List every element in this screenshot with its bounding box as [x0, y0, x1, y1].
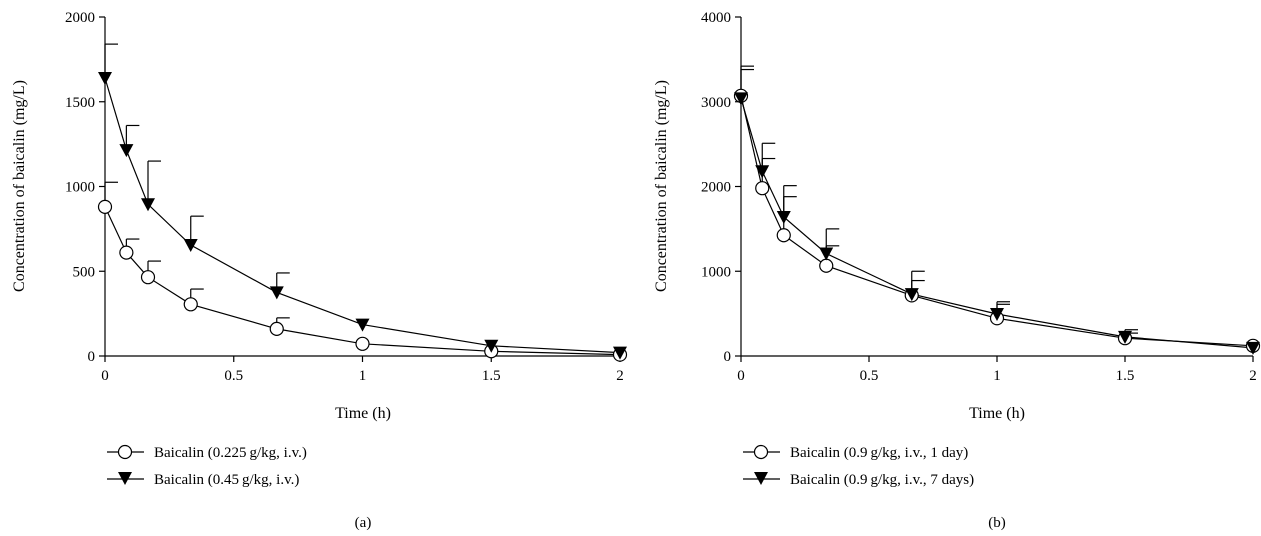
series-lines-b: [740, 95, 1254, 349]
series-line-b-0: [740, 95, 1254, 347]
data-point-a-s1-4: [269, 286, 284, 300]
chart-panel-a: 0 0.5 1 1.5 2 0 500 1000 1500 2000 Time (h) Conce…: [11, 10, 628, 531]
legend-marker-circle-a: [117, 444, 133, 460]
chart-panel-b: 0 0.5 1 1.5 2 0 1000 2000 3000 4000 Time (h) Conc…: [653, 10, 1261, 531]
y-axis-label-b: Concentration of baicalin (mg/L): [653, 80, 670, 292]
data-point-b-s0-1: [755, 181, 770, 196]
axes-a: 0 0.5 1 1.5 2 0 500 1000 1500 2000: [65, 10, 624, 384]
error-bars-a: [104, 43, 290, 329]
legend-a: Baicalin (0.225 g/kg, i.v.) Baicalin (0.…: [107, 444, 307, 488]
data-point-a-s0-2: [140, 270, 156, 285]
data-point-a-s0-5: [355, 336, 370, 351]
markers-b: [733, 88, 1261, 355]
data-point-b-s0-2: [776, 228, 791, 243]
series-line-a-0: [104, 206, 621, 356]
legend-entry-a-2: Baicalin (0.45 g/kg, i.v.): [154, 472, 299, 488]
axes-b: 0 0.5 1 1.5 2 0 1000 2000 3000 4000: [701, 10, 1257, 384]
y-tick-label-a-1: 500: [73, 264, 96, 280]
legend-marker-triangle-b: [754, 472, 768, 485]
y-tick-label-b-1: 1000: [701, 264, 731, 280]
x-tick-label-a-0: 0: [101, 368, 109, 384]
legend-entry-b-1: Baicalin (0.9 g/kg, i.v., 1 day): [790, 445, 968, 461]
series-line-a-1: [104, 77, 621, 354]
x-tick-label-b-0: 0: [737, 368, 745, 384]
error-bars-b: [740, 65, 1138, 339]
x-tick-label-a-4: 2: [616, 368, 624, 384]
data-point-b-s1-6: [1118, 330, 1132, 344]
data-point-a-s1-1: [119, 144, 134, 158]
panel-label-a: (a): [355, 515, 372, 531]
panel-label-b: (b): [988, 515, 1006, 531]
data-point-b-s1-5: [990, 308, 1004, 321]
y-tick-label-a-0: 0: [88, 349, 96, 365]
data-point-a-s1-0: [98, 72, 112, 85]
data-point-a-s1-5: [355, 318, 370, 332]
x-tick-label-a-3: 1.5: [482, 368, 501, 384]
data-point-a-s1-3: [183, 239, 198, 252]
x-axis-label-b: Time (h): [969, 405, 1025, 422]
data-point-a-s0-3: [183, 297, 198, 312]
legend-b: Baicalin (0.9 g/kg, i.v., 1 day) Baicali…: [743, 444, 974, 488]
data-point-a-s0-4: [269, 321, 284, 336]
data-point-a-s1-6: [484, 339, 499, 353]
legend-entry-b-2: Baicalin (0.9 g/kg, i.v., 7 days): [790, 472, 974, 488]
data-point-b-s1-1: [755, 165, 770, 179]
x-tick-label-b-2: 1: [993, 368, 1001, 384]
data-point-b-s0-3: [819, 258, 834, 273]
data-point-b-s1-2: [776, 211, 791, 224]
legend-marker-triangle-a: [118, 472, 132, 485]
x-tick-label-b-3: 1.5: [1116, 368, 1135, 384]
y-tick-label-b-3: 3000: [701, 95, 731, 111]
y-tick-label-a-4: 2000: [65, 10, 95, 26]
y-tick-label-b-2: 2000: [701, 180, 731, 196]
data-point-b-s1-7: [1246, 341, 1260, 355]
y-tick-label-a-3: 1500: [65, 95, 95, 111]
data-point-b-s1-3: [819, 247, 834, 261]
data-point-a-s0-1: [119, 245, 134, 260]
y-tick-label-a-2: 1000: [65, 180, 95, 196]
x-tick-label-b-4: 2: [1249, 368, 1257, 384]
data-point-a-s1-2: [141, 198, 155, 212]
legend-marker-circle-b: [753, 444, 769, 460]
y-tick-label-b-4: 4000: [701, 10, 731, 26]
y-axis-label-a: Concentration of baicalin (mg/L): [11, 80, 28, 292]
data-point-a-s0-0: [97, 199, 113, 214]
x-axis-label-a: Time (h): [335, 405, 391, 422]
series-line-b-1: [740, 98, 1254, 349]
legend-entry-a-1: Baicalin (0.225 g/kg, i.v.): [154, 445, 307, 461]
x-tick-label-a-2: 1: [359, 368, 367, 384]
x-tick-label-a-1: 0.5: [224, 368, 243, 384]
data-point-b-s1-0: [734, 92, 748, 106]
series-lines-a: [104, 77, 621, 356]
data-point-a-s1-7: [613, 346, 627, 360]
y-tick-label-b-0: 0: [724, 349, 732, 365]
x-tick-label-b-1: 0.5: [860, 368, 879, 384]
data-point-b-s1-4: [904, 288, 919, 302]
markers-a: [97, 72, 628, 362]
